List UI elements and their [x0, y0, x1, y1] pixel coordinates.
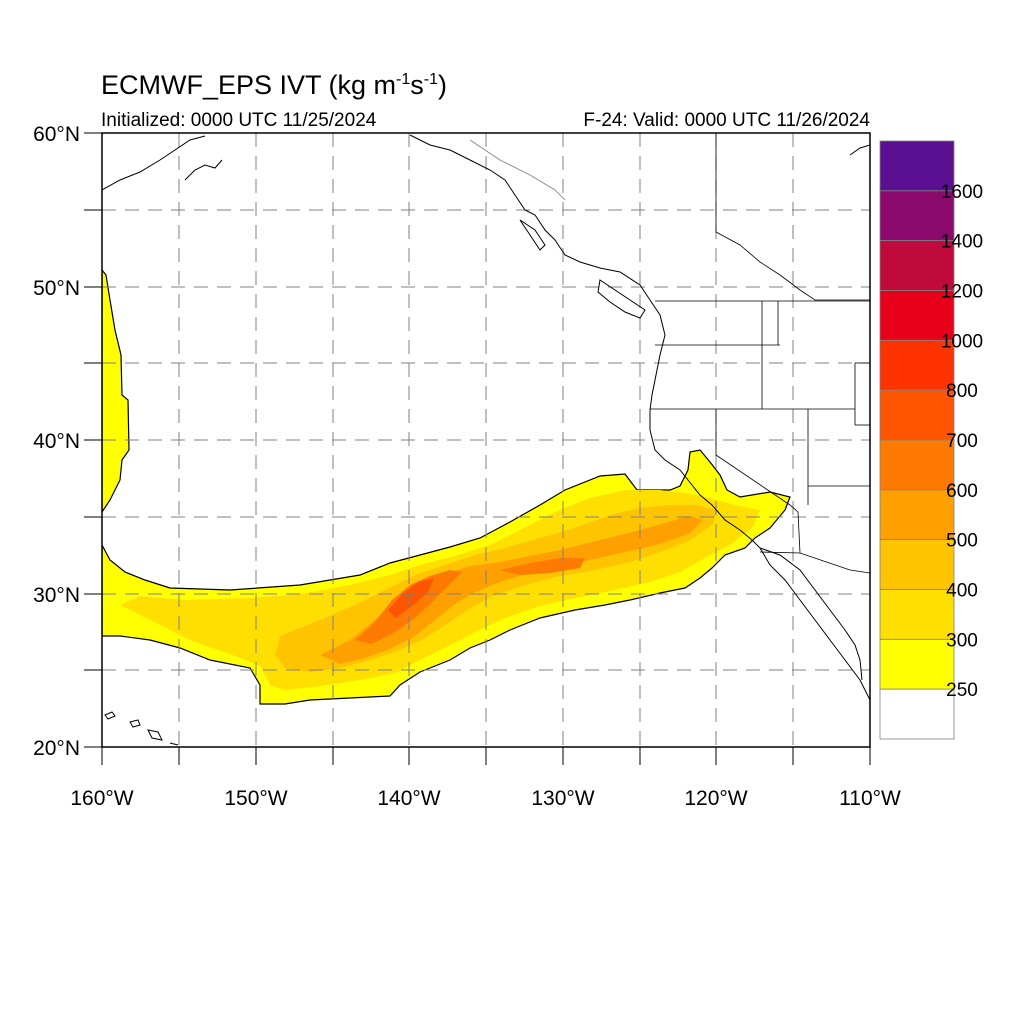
lat-label-40: 40°N	[33, 430, 80, 453]
colorbar-swatch	[879, 140, 955, 192]
lat-label-60: 60°N	[33, 123, 80, 146]
colorbar-swatch	[879, 439, 955, 491]
colorbar-swatch	[879, 489, 955, 541]
title-sup1: -1	[396, 71, 411, 88]
lon-label-130w: 130°W	[531, 787, 594, 810]
gridlines	[102, 133, 870, 747]
canada-us-border-lines	[469, 139, 566, 201]
ticks	[84, 132, 871, 765]
colorbar-label: 300	[946, 630, 978, 651]
colorbar-label: 250	[946, 680, 978, 701]
coastlines	[102, 134, 870, 746]
lon-label-120w: 120°W	[684, 787, 747, 810]
colorbar-label: 1600	[941, 182, 983, 203]
colorbar-label: 600	[946, 481, 978, 502]
lat-label-50: 50°N	[33, 277, 80, 300]
lon-label-150w: 150°W	[224, 787, 287, 810]
lon-labels: 160°W 150°W 140°W 130°W 120°W 110°W	[70, 787, 901, 810]
colorbar-label: 800	[946, 381, 978, 402]
title-end: )	[438, 70, 448, 100]
map-title: ECMWF_EPS IVT (kg m-1s-1)	[101, 70, 447, 101]
lon-label-140w: 140°W	[377, 787, 440, 810]
title-mid: s	[410, 70, 424, 100]
colorbar-swatch	[879, 290, 955, 341]
title-main: ECMWF_EPS IVT (kg m	[101, 70, 397, 100]
colorbar-label: 700	[946, 431, 978, 452]
lon-label-160w: 160°W	[70, 787, 133, 810]
lat-label-20: 20°N	[33, 737, 80, 760]
lon-label-110w: 110°W	[839, 787, 901, 810]
colorbar-swatch	[879, 240, 955, 291]
political-borders	[650, 133, 870, 574]
colorbar-swatch	[879, 389, 955, 441]
colorbar-swatch	[879, 190, 955, 242]
title-sup2: -1	[423, 71, 439, 88]
ivt-field	[102, 269, 791, 705]
colorbar: 1600 1400 1200 1000 800 700 600 500 400 300 250	[879, 140, 983, 740]
colorbar-label: 1000	[941, 331, 983, 352]
lat-labels: 60°N 50°N 40°N 30°N 20°N	[33, 123, 80, 760]
ivt-band-500	[320, 516, 703, 664]
colorbar-label: 1200	[941, 282, 983, 303]
colorbar-swatch	[879, 339, 955, 391]
valid-time: F-24: Valid: 0000 UTC 11/26/2024	[583, 110, 870, 131]
colorbar-swatch	[879, 539, 955, 590]
colorbar-swatch	[879, 638, 955, 690]
colorbar-swatch	[879, 589, 955, 640]
lat-label-30: 30°N	[33, 584, 80, 607]
colorbar-swatch	[879, 688, 955, 740]
colorbar-label: 400	[946, 581, 978, 602]
init-time: Initialized: 0000 UTC 11/25/2024	[101, 110, 377, 131]
ivt-band-700	[388, 578, 434, 618]
colorbar-label: 1400	[941, 232, 983, 253]
colorbar-label: 500	[946, 531, 978, 552]
ivt-band-250-west	[102, 269, 130, 514]
